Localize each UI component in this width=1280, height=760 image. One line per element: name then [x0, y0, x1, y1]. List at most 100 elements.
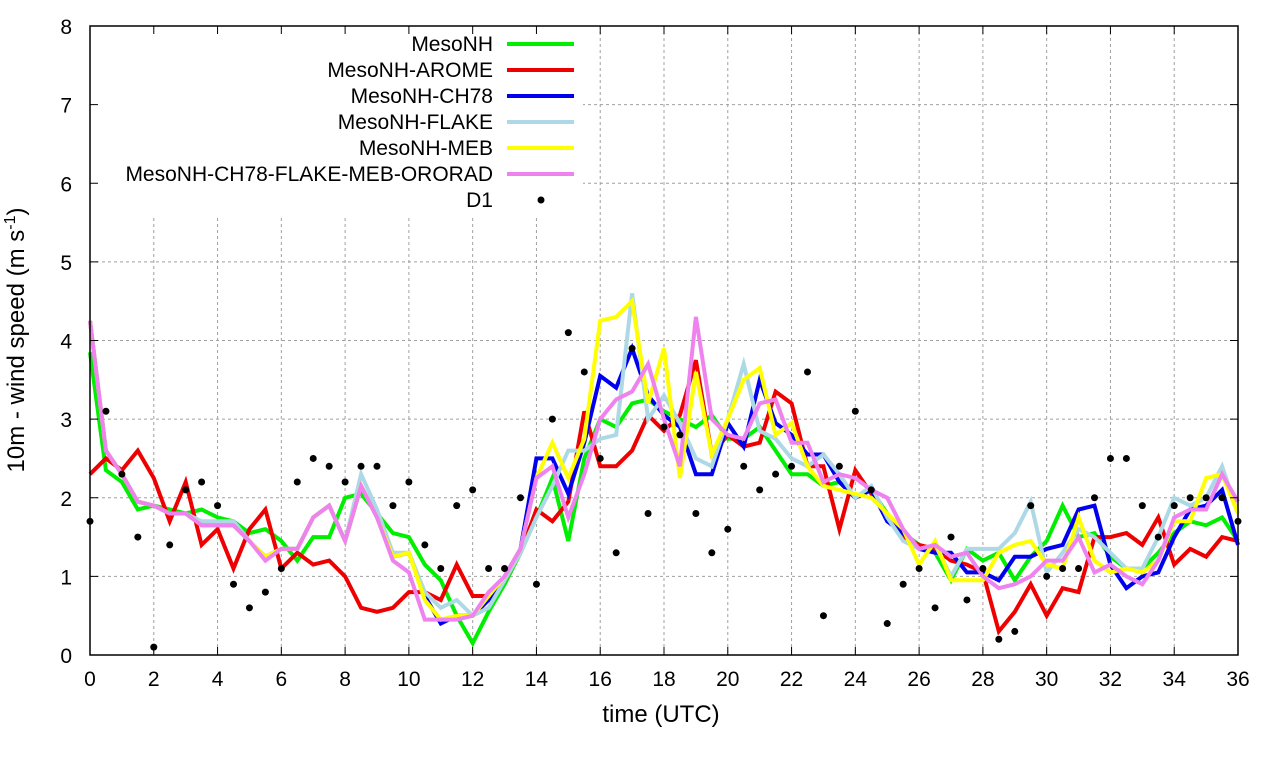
y-tick-label: 7 — [60, 95, 72, 118]
observation-point — [867, 486, 875, 494]
observation-point — [325, 462, 333, 470]
y-axis-title-close: ) — [3, 208, 30, 216]
observation-point — [660, 423, 668, 431]
x-tick-label: 12 — [461, 668, 484, 691]
legend-marker-d1 — [537, 196, 545, 204]
observation-point — [1138, 502, 1146, 510]
observation-point — [453, 502, 461, 510]
observation-point — [532, 580, 540, 588]
observation-point — [293, 478, 301, 486]
observation-point — [851, 407, 859, 415]
observation-point — [963, 596, 971, 604]
observation-point — [389, 502, 397, 510]
observation-point — [166, 541, 174, 549]
observation-point — [1091, 494, 1098, 502]
observation-point — [580, 368, 588, 376]
observation-point — [437, 565, 445, 573]
legend-label-mesonh-ch78: MesoNH-CH78 — [351, 85, 493, 108]
observation-point — [1154, 533, 1162, 541]
x-tick-label: 32 — [1099, 668, 1122, 691]
legend-label-mesonh-meb: MesoNH-MEB — [359, 137, 493, 160]
observation-point — [788, 462, 796, 470]
series-layer — [88, 293, 1240, 648]
legend-background — [91, 27, 583, 217]
y-tick-label: 0 — [60, 645, 72, 668]
observation-point — [309, 454, 317, 462]
observation-point — [995, 635, 1003, 643]
observation-point — [612, 549, 620, 557]
observation-point — [740, 462, 748, 470]
observation-point — [899, 580, 907, 588]
observation-point — [1059, 565, 1067, 573]
observation-point — [1186, 494, 1194, 502]
observation-point — [564, 329, 572, 337]
observation-point — [819, 612, 827, 620]
y-tick-label: 3 — [60, 409, 72, 432]
observation-point — [835, 462, 843, 470]
series-line-mesonh — [88, 352, 1240, 648]
observation-point — [469, 486, 477, 494]
axis-ticks — [89, 25, 1239, 656]
observation-point — [198, 478, 206, 486]
observation-point — [628, 344, 636, 352]
observation-point — [277, 565, 285, 573]
observation-point — [1170, 502, 1178, 510]
observation-point — [772, 470, 780, 478]
x-axis-title: time (UTC) — [602, 701, 719, 728]
x-tick-label: 34 — [1163, 668, 1187, 691]
y-tick-label: 6 — [60, 173, 72, 196]
y-axis-title: 10m - wind speed (m s-1) — [2, 208, 30, 473]
observation-point — [1043, 572, 1051, 580]
x-tick-label: 20 — [716, 668, 739, 691]
legend: MesoNH MesoNH-AROME MesoNH-CH78 MesoNH-FLAK… — [91, 27, 583, 217]
legend-label-mesonh: MesoNH — [411, 33, 493, 56]
observation-point — [118, 470, 126, 478]
observation-point — [931, 604, 939, 612]
x-tick-label: 6 — [275, 668, 287, 691]
observation-point — [1106, 454, 1114, 462]
x-tick-label: 16 — [589, 668, 612, 691]
observation-point — [676, 431, 684, 439]
y-tick-label: 8 — [60, 16, 72, 39]
observation-point — [548, 415, 556, 423]
x-tick-label: 0 — [84, 668, 96, 691]
observation-point — [644, 509, 652, 517]
legend-label-d1: D1 — [466, 189, 493, 212]
observation-point — [1011, 627, 1019, 635]
observation-point — [341, 478, 349, 486]
observation-point — [596, 454, 604, 462]
observation-point — [1218, 494, 1226, 502]
observation-point — [501, 565, 509, 573]
x-tick-label: 22 — [780, 668, 803, 691]
observation-point — [261, 588, 269, 596]
observation-point — [230, 580, 237, 588]
observation-point — [1027, 502, 1035, 510]
x-tick-label: 26 — [907, 668, 930, 691]
x-tick-label: 28 — [971, 668, 994, 691]
observation-point — [724, 525, 732, 533]
observation-point — [1122, 454, 1130, 462]
y-tick-label: 4 — [60, 331, 72, 354]
x-tick-label: 24 — [844, 668, 868, 691]
y-tick-labels: 0 1 2 3 4 5 6 7 8 — [60, 16, 72, 668]
x-tick-label: 2 — [148, 668, 160, 691]
observation-point — [421, 541, 429, 549]
x-tick-label: 10 — [397, 668, 420, 691]
observation-point — [485, 565, 493, 573]
observation-point — [1075, 565, 1083, 573]
legend-label-mesonh-arome: MesoNH-AROME — [327, 59, 493, 82]
series-line-mesonh-ch78-flake-meb-ororad — [88, 316, 1240, 622]
observation-point — [405, 478, 413, 486]
x-tick-label: 4 — [212, 668, 224, 691]
observation-point — [517, 494, 524, 502]
observation-point — [373, 462, 381, 470]
observation-point — [883, 620, 891, 628]
observation-point — [1202, 494, 1210, 502]
x-tick-label: 8 — [339, 668, 351, 691]
observation-point — [804, 368, 811, 376]
y-tick-label: 5 — [60, 252, 72, 275]
y-axis-title-main: 10m - wind speed (m s — [3, 230, 30, 473]
x-tick-label: 30 — [1035, 668, 1058, 691]
x-tick-labels: 0 2 4 6 8 10 12 14 16 18 20 22 24 26 28 30 32 34 36 — [84, 668, 1250, 691]
